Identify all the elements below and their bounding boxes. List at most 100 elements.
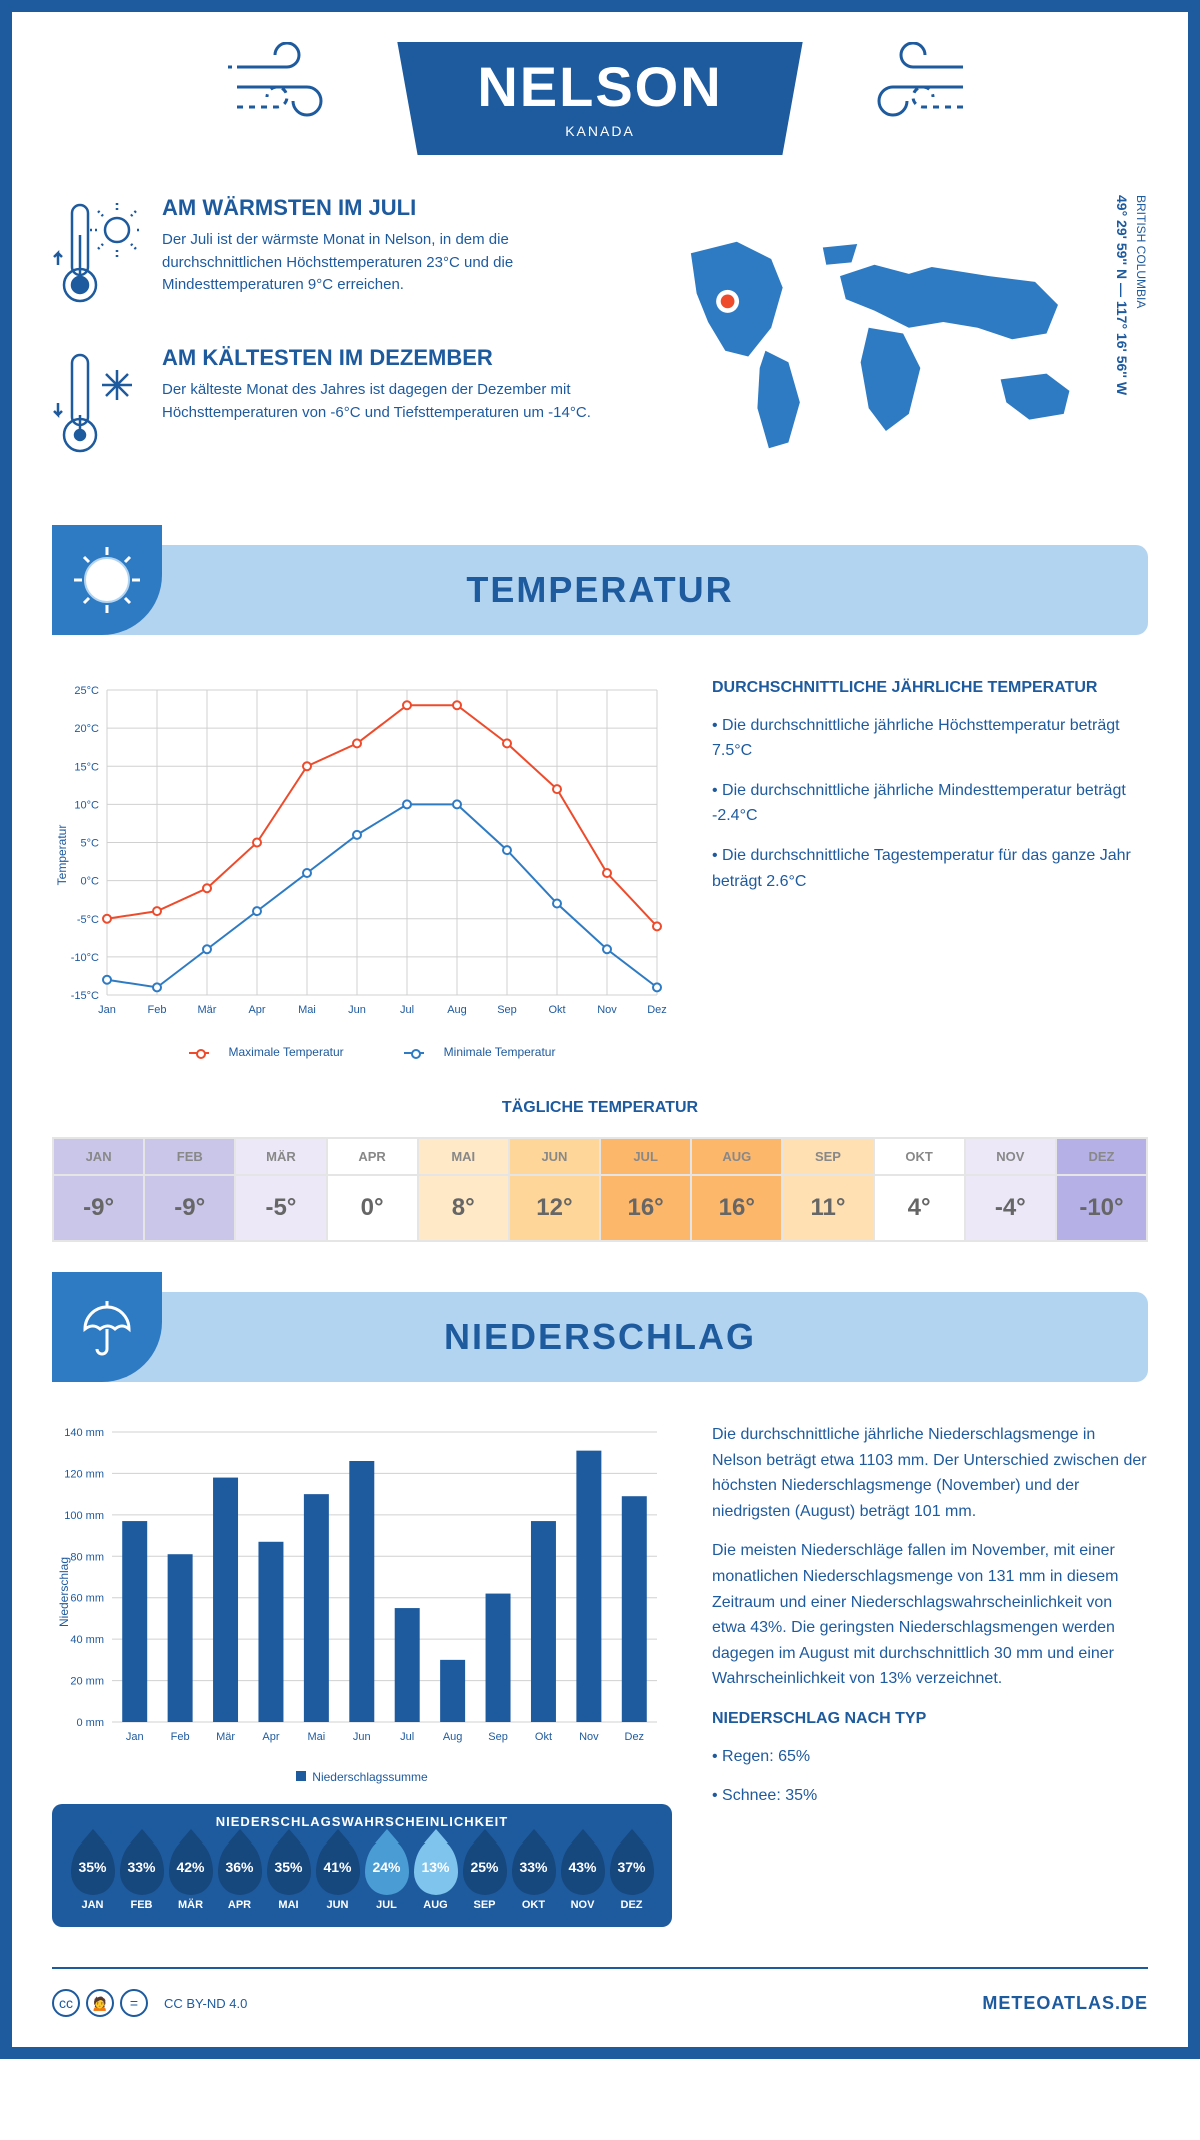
temperature-section-bar: TEMPERATUR [52,545,1148,635]
prob-drop: 25%SEP [460,1839,509,1911]
svg-text:Okt: Okt [548,1004,565,1016]
temp-cell: JUL16° [601,1139,692,1240]
svg-text:-5°C: -5°C [77,914,99,926]
prob-drop: 35%MAI [264,1839,313,1911]
temp-cell: OKT4° [875,1139,966,1240]
precip-p2: Die meisten Niederschläge fallen im Nove… [712,1538,1148,1692]
svg-text:15°C: 15°C [74,761,99,773]
temp-cell: AUG16° [692,1139,783,1240]
temp-bullet: • Die durchschnittliche jährliche Mindes… [712,778,1148,829]
precip-type-heading: NIEDERSCHLAG NACH TYP [712,1706,1148,1732]
temp-cell: FEB-9° [145,1139,236,1240]
temp-info-heading: DURCHSCHNITTLICHE JÄHRLICHE TEMPERATUR [712,675,1148,701]
world-map-icon [645,195,1104,495]
precip-heading: NIEDERSCHLAG [162,1316,1148,1358]
temp-cell: MAI8° [419,1139,510,1240]
coldest-title: AM KÄLTESTEN IM DEZEMBER [162,345,605,371]
precip-p1: Die durchschnittliche jährliche Niedersc… [712,1422,1148,1524]
svg-text:-10°C: -10°C [71,952,99,964]
thermometer-snow-icon [52,345,142,465]
svg-text:100 mm: 100 mm [64,1510,104,1522]
svg-text:120 mm: 120 mm [64,1468,104,1480]
prob-drop: 24%JUL [362,1839,411,1911]
nd-icon: = [120,1989,148,2017]
svg-text:140 mm: 140 mm [64,1427,104,1439]
by-icon: 🙍 [86,1989,114,2017]
svg-text:Apr: Apr [262,1731,279,1743]
cc-icon: cc [52,1989,80,2017]
svg-text:Jan: Jan [98,1004,116,1016]
svg-text:Jun: Jun [348,1004,366,1016]
svg-text:Dez: Dez [625,1731,645,1743]
svg-text:Aug: Aug [443,1731,463,1743]
precip-probability-strip: NIEDERSCHLAGSWAHRSCHEINLICHKEIT 35%JAN33… [52,1804,672,1927]
wind-icon [227,42,357,132]
thermometer-sun-icon [52,195,142,315]
temp-bullet: • Die durchschnittliche jährliche Höchst… [712,713,1148,764]
prob-drop: 36%APR [215,1839,264,1911]
prob-drop: 42%MÄR [166,1839,215,1911]
temperature-chart-legend: Maximale TemperaturMinimale Temperatur [52,1045,672,1059]
prob-drop: 33%FEB [117,1839,166,1911]
precipitation-bar-chart: 0 mm20 mm40 mm60 mm80 mm100 mm120 mm140 … [52,1422,672,1762]
svg-text:Jan: Jan [126,1731,144,1743]
svg-text:Okt: Okt [535,1731,552,1743]
svg-text:40 mm: 40 mm [70,1634,104,1646]
svg-text:Niederschlag: Niederschlag [57,1557,71,1627]
temp-cell: SEP11° [783,1139,874,1240]
svg-text:Sep: Sep [497,1004,517,1016]
svg-text:5°C: 5°C [81,838,100,850]
coldest-block: AM KÄLTESTEN IM DEZEMBER Der kälteste Mo… [52,345,605,465]
header: NELSON KANADA [52,42,1148,155]
precip-rain: • Regen: 65% [712,1744,1148,1770]
svg-text:Mai: Mai [308,1731,326,1743]
footer: cc 🙍 = CC BY-ND 4.0 METEOATLAS.DE [52,1967,1148,2017]
svg-text:Mär: Mär [198,1004,217,1016]
temp-cell: NOV-4° [966,1139,1057,1240]
svg-text:-15°C: -15°C [71,990,99,1002]
svg-text:Apr: Apr [248,1004,265,1016]
warmest-text: Der Juli ist der wärmste Monat in Nelson… [162,229,605,297]
site-name: METEOATLAS.DE [982,1993,1148,2014]
temperature-line-chart: -15°C-10°C-5°C0°C5°C10°C15°C20°C25°CJanF… [52,675,672,1035]
svg-text:60 mm: 60 mm [70,1593,104,1605]
sun-icon [72,545,142,615]
svg-text:Feb: Feb [148,1004,167,1016]
umbrella-icon [77,1297,137,1357]
temp-cell: JAN-9° [54,1139,145,1240]
warmest-title: AM WÄRMSTEN IM JULI [162,195,605,221]
prob-drop: 35%JAN [68,1839,117,1911]
svg-text:Feb: Feb [171,1731,190,1743]
svg-text:Nov: Nov [597,1004,617,1016]
precip-snow: • Schnee: 35% [712,1783,1148,1809]
svg-text:10°C: 10°C [74,799,99,811]
region-label: BRITISH COLUMBIA [1130,195,1148,495]
svg-text:0°C: 0°C [81,876,100,888]
svg-text:20 mm: 20 mm [70,1676,104,1688]
temp-cell: JUN12° [510,1139,601,1240]
svg-text:80 mm: 80 mm [70,1551,104,1563]
svg-text:Jun: Jun [353,1731,371,1743]
svg-text:Nov: Nov [579,1731,599,1743]
prob-drop: 41%JUN [313,1839,362,1911]
prob-drop: 33%OKT [509,1839,558,1911]
svg-text:Jul: Jul [400,1731,414,1743]
temp-bullet: • Die durchschnittliche Tagestemperatur … [712,843,1148,894]
country-label: KANADA [477,123,722,139]
prob-drop: 43%NOV [558,1839,607,1911]
wind-icon [843,42,973,132]
prob-title: NIEDERSCHLAGSWAHRSCHEINLICHKEIT [68,1814,656,1829]
temp-cell: APR0° [328,1139,419,1240]
svg-text:Dez: Dez [647,1004,667,1016]
svg-text:Mär: Mär [216,1731,235,1743]
temp-cell: MÄR-5° [236,1139,327,1240]
temperature-heading: TEMPERATUR [162,569,1148,611]
prob-drop: 37%DEZ [607,1839,656,1911]
info-row: AM WÄRMSTEN IM JULI Der Juli ist der wär… [52,195,1148,495]
svg-text:Aug: Aug [447,1004,467,1016]
svg-text:25°C: 25°C [74,685,99,697]
prob-drop: 13%AUG [411,1839,460,1911]
precip-section-bar: NIEDERSCHLAG [52,1292,1148,1382]
coordinates-label: 49° 29' 59'' N — 117° 16' 56'' W [1104,195,1130,495]
svg-text:Mai: Mai [298,1004,316,1016]
